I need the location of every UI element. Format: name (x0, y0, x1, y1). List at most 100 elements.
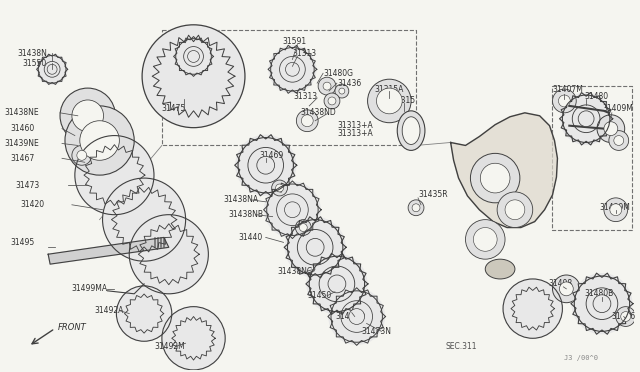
Circle shape (257, 156, 275, 174)
Circle shape (162, 307, 225, 370)
Circle shape (265, 182, 320, 237)
Circle shape (474, 228, 497, 251)
Ellipse shape (397, 111, 425, 150)
Circle shape (604, 198, 628, 222)
Polygon shape (264, 181, 321, 238)
Circle shape (307, 254, 367, 314)
Circle shape (349, 309, 365, 324)
Circle shape (480, 163, 510, 193)
Circle shape (142, 25, 245, 128)
Circle shape (335, 84, 349, 98)
Circle shape (75, 135, 154, 215)
Polygon shape (36, 54, 68, 84)
Polygon shape (306, 253, 368, 314)
Circle shape (604, 122, 618, 135)
Circle shape (72, 100, 104, 132)
Text: 31499MA: 31499MA (72, 284, 108, 294)
Text: 31496: 31496 (612, 312, 636, 321)
Circle shape (47, 64, 57, 74)
Circle shape (324, 93, 340, 109)
Circle shape (60, 88, 115, 144)
Circle shape (276, 184, 284, 192)
Text: 31315A: 31315A (374, 84, 404, 94)
Circle shape (470, 153, 520, 203)
Text: 31408: 31408 (548, 279, 573, 288)
Text: 31435R: 31435R (418, 190, 447, 199)
Text: 31436: 31436 (337, 78, 361, 88)
Circle shape (72, 145, 92, 165)
Polygon shape (328, 288, 385, 345)
Polygon shape (559, 93, 612, 145)
Circle shape (65, 106, 134, 175)
Circle shape (37, 54, 67, 84)
Text: 31313+A: 31313+A (337, 121, 372, 130)
Circle shape (503, 279, 563, 338)
Circle shape (559, 95, 570, 107)
Text: 31438NE: 31438NE (4, 108, 39, 117)
Circle shape (269, 46, 316, 93)
Text: 31467: 31467 (11, 154, 35, 163)
Circle shape (77, 150, 87, 160)
Circle shape (285, 62, 300, 76)
Circle shape (301, 115, 313, 126)
Circle shape (329, 289, 385, 344)
Circle shape (552, 275, 580, 303)
Text: 31409M: 31409M (602, 105, 633, 113)
Circle shape (497, 192, 532, 228)
Text: SEC.311: SEC.311 (445, 342, 477, 351)
Text: 31480G: 31480G (323, 69, 353, 78)
Text: 31550: 31550 (22, 59, 47, 68)
Text: 31450: 31450 (307, 291, 332, 300)
Circle shape (102, 178, 186, 261)
Polygon shape (284, 217, 346, 278)
Circle shape (323, 82, 331, 90)
Circle shape (296, 219, 311, 235)
Circle shape (285, 202, 300, 218)
Polygon shape (173, 36, 214, 76)
Circle shape (271, 180, 287, 196)
Circle shape (561, 93, 612, 144)
Circle shape (609, 131, 628, 150)
Text: 31420: 31420 (20, 200, 45, 209)
Circle shape (552, 89, 576, 113)
Circle shape (505, 200, 525, 219)
Text: 31480B: 31480B (584, 289, 613, 298)
Circle shape (296, 110, 318, 132)
Circle shape (328, 275, 346, 293)
Text: 31407M: 31407M (552, 84, 584, 94)
Text: 31438N: 31438N (17, 49, 47, 58)
Text: 31499M: 31499M (599, 203, 630, 212)
Circle shape (129, 215, 209, 294)
Text: 31438NC: 31438NC (278, 267, 313, 276)
Text: 31495: 31495 (11, 238, 35, 247)
Text: 31473: 31473 (15, 180, 40, 189)
Ellipse shape (485, 259, 515, 279)
Circle shape (621, 312, 630, 321)
Circle shape (285, 217, 345, 277)
Circle shape (597, 115, 625, 142)
Text: 31475: 31475 (162, 105, 186, 113)
Text: 31439NE: 31439NE (4, 139, 40, 148)
Circle shape (465, 219, 505, 259)
Text: 31480: 31480 (584, 92, 608, 100)
Polygon shape (268, 45, 317, 93)
Circle shape (614, 135, 624, 145)
Circle shape (174, 37, 212, 76)
Ellipse shape (402, 117, 420, 144)
Text: FRONT: FRONT (58, 323, 87, 332)
Circle shape (116, 286, 172, 341)
Polygon shape (571, 273, 633, 334)
Text: 31315: 31315 (391, 96, 415, 105)
Text: 31438NB: 31438NB (228, 210, 263, 219)
Circle shape (578, 111, 594, 126)
Text: 31460: 31460 (11, 124, 35, 133)
Circle shape (318, 77, 336, 95)
Polygon shape (235, 135, 297, 196)
Circle shape (307, 238, 324, 256)
Circle shape (559, 282, 573, 296)
Text: 31492M: 31492M (154, 342, 185, 351)
Text: 31473N: 31473N (362, 327, 392, 336)
Circle shape (188, 51, 200, 62)
Circle shape (616, 307, 636, 326)
Circle shape (236, 135, 296, 195)
